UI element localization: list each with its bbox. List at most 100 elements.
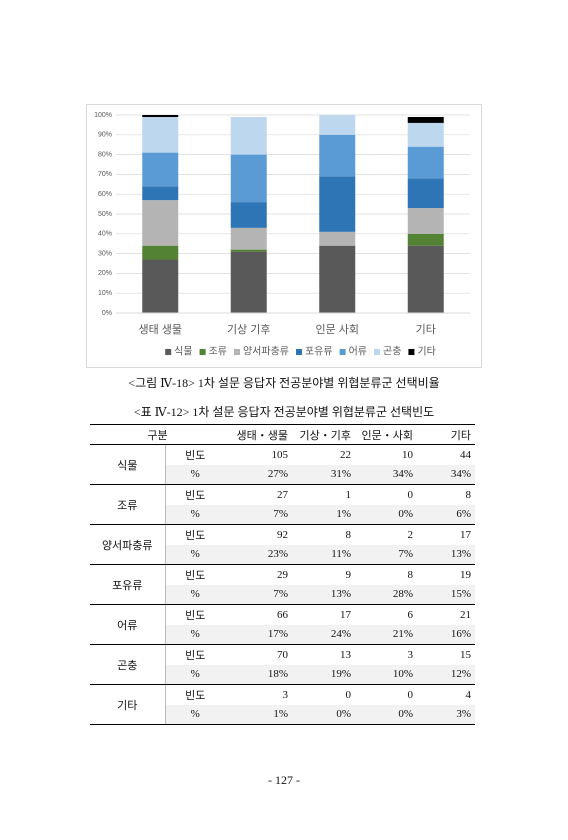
- table-cell: 0: [407, 688, 414, 701]
- legend-item: 기타: [408, 346, 436, 358]
- legend-swatch: [374, 349, 381, 355]
- table-cell: 1%: [292, 504, 355, 525]
- table: 구분 생태・생물 기상・기후 인문・사회 기타 식물 빈도 105 22 10 44% 27% 31%…: [90, 424, 475, 725]
- table-cell: 13%: [417, 544, 475, 565]
- table-cell: 16%: [417, 624, 475, 645]
- table-row: 양서파충류 빈도 92 8 2 17: [90, 524, 475, 565]
- table-cell: 8: [345, 528, 352, 541]
- row-label: 빈도: [185, 529, 206, 542]
- legend-label: 기타: [417, 346, 435, 358]
- table-cell: 12%: [417, 664, 475, 685]
- table-cell: 34%: [417, 464, 475, 485]
- legend-swatch: [295, 349, 302, 355]
- bar-segment: [407, 178, 444, 209]
- table-cell: 27: [277, 488, 288, 501]
- figure-caption: <그림 Ⅳ-18> 1차 설문 응답자 전공분야별 위협분류군 선택비율: [128, 376, 440, 390]
- table-cell: 19: [460, 568, 471, 581]
- group-name: 곤충: [90, 644, 166, 685]
- table-cell: 23%: [225, 544, 292, 565]
- y-tick-label: 20%: [98, 270, 112, 277]
- table-cell: 28%: [355, 584, 417, 605]
- table-row: % 7% 13% 28% 15%: [90, 584, 475, 605]
- row-label: %: [165, 624, 225, 645]
- y-tick-label: 50%: [98, 211, 112, 218]
- row-label: %: [165, 464, 225, 485]
- table-row: 기타 빈도 3 0 0 4: [90, 684, 475, 725]
- bar-segment: [142, 152, 179, 187]
- table-cell: 1%: [225, 704, 292, 725]
- table-row: 곤충 빈도 70 13 3 15: [90, 644, 475, 685]
- bar-segment: [319, 115, 356, 135]
- bar-segment: [230, 249, 267, 252]
- table-row: 포유류 빈도 29 9 8 19: [90, 564, 475, 605]
- table-cell: 6: [407, 608, 414, 621]
- bar-segment: [319, 176, 356, 232]
- table-cell: 15: [460, 648, 471, 661]
- table-cell: 3: [407, 648, 414, 661]
- header-cell: 인문・사회: [355, 424, 417, 445]
- table-cell: 0%: [355, 704, 417, 725]
- table-cell: 3%: [417, 704, 475, 725]
- table-cell: 9: [345, 568, 352, 581]
- bar-segment: [230, 251, 267, 313]
- bar-segment: [142, 245, 179, 260]
- table-header: 구분 생태・생물 기상・기후 인문・사회 기타: [90, 424, 475, 445]
- table-cell: 10%: [355, 664, 417, 685]
- bar-segment: [407, 245, 444, 313]
- row-label: 빈도: [185, 649, 206, 662]
- y-tick-label: 100%: [94, 112, 112, 119]
- table-row: 조류 빈도 27 1 0 8: [90, 484, 475, 525]
- header-cell: 구분: [90, 424, 225, 445]
- bar-segment: [407, 116, 444, 123]
- table-cell: 44: [460, 448, 471, 461]
- legend-label: 곤충: [383, 346, 401, 358]
- table-caption: <표 Ⅳ-12> 1차 설문 응답자 전공분야별 위협분류군 선택빈도: [133, 405, 435, 419]
- table-row: 식물 빈도 105 22 10 44: [90, 444, 475, 485]
- table-row: % 18% 19% 10% 12%: [90, 664, 475, 685]
- legend-swatch: [233, 349, 240, 355]
- bar-segment: [142, 186, 179, 201]
- table-cell: 17%: [225, 624, 292, 645]
- header-cell: 기상・기후: [292, 424, 355, 445]
- bar-segment: [407, 122, 444, 147]
- row-label: 빈도: [185, 569, 206, 582]
- table-cell: 21%: [355, 624, 417, 645]
- row-label: %: [165, 504, 225, 525]
- group-name: 기타: [90, 684, 166, 725]
- header-cell: 기타: [417, 424, 475, 445]
- table-row: % 17% 24% 21% 16%: [90, 624, 475, 645]
- bar-segment: [142, 259, 179, 313]
- legend-item: 어류: [339, 346, 367, 358]
- x-tick-label: 기타: [416, 323, 436, 336]
- row-label: 빈도: [185, 449, 206, 462]
- legend-item: 곤충: [374, 346, 401, 358]
- bar-segment: [407, 146, 444, 179]
- table-cell: 34%: [355, 464, 417, 485]
- table-row: % 1% 0% 0% 3%: [90, 704, 475, 725]
- x-tick-label: 기상 기후: [227, 323, 271, 336]
- header-cell: 생태・생물: [225, 424, 292, 445]
- row-label: 빈도: [185, 489, 206, 502]
- table-cell: 29: [277, 568, 288, 581]
- table-cell: 24%: [292, 624, 355, 645]
- group-name: 포유류: [90, 564, 166, 605]
- legend-label: 어류: [349, 346, 367, 358]
- y-tick-label: 30%: [98, 250, 112, 257]
- group-name: 식물: [90, 444, 166, 485]
- y-tick-label: 10%: [98, 290, 112, 297]
- legend-item: 양서파충류: [233, 346, 289, 358]
- bar-segment: [407, 208, 444, 234]
- bar-segment: [230, 116, 267, 155]
- bar-segment: [319, 231, 356, 246]
- y-tick-label: 0%: [102, 310, 112, 317]
- table-row: % 23% 11% 7% 13%: [90, 544, 475, 565]
- table-cell: 3: [282, 688, 289, 701]
- table-cell: 11%: [292, 544, 355, 565]
- bar-segment: [142, 200, 179, 246]
- table-cell: 17: [340, 608, 351, 621]
- group-name: 양서파충류: [90, 524, 166, 565]
- bar-segment: [407, 233, 444, 246]
- table-cell: 17: [460, 528, 471, 541]
- row-label: %: [165, 664, 225, 685]
